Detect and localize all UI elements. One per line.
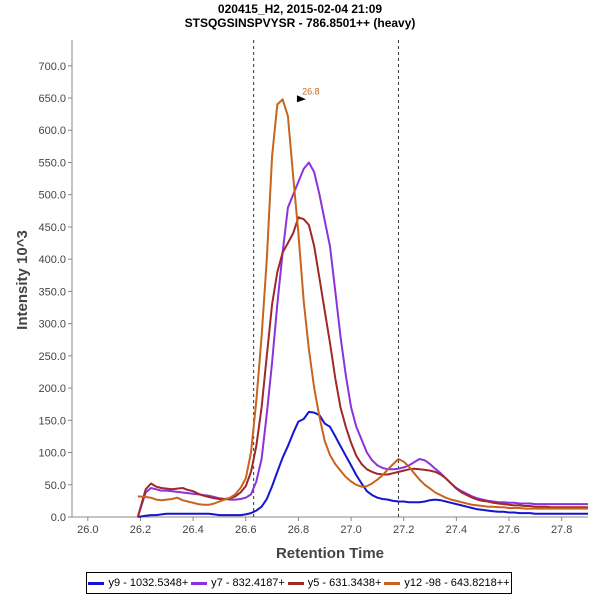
legend-label: y5 - 631.3438+ xyxy=(307,577,382,589)
x-axis: 26.0 26.2 26.4 26.6 26.8 27.0 27.2 27.4 27.6 27.8 xyxy=(77,517,572,536)
y-tick-label: 650.0 xyxy=(38,93,66,105)
x-tick-label: 26.4 xyxy=(182,524,203,536)
y-tick-label: 700.0 xyxy=(38,61,66,73)
chart-subtitle: STSQGSINSPVYSR - 786.8501++ (heavy) xyxy=(185,16,416,30)
series-line-2 xyxy=(136,161,588,518)
y-tick-label: 550.0 xyxy=(38,157,66,169)
x-tick-label: 26.6 xyxy=(235,524,256,536)
peak-marker: 26.8 xyxy=(296,86,320,103)
x-tick-label: 27.4 xyxy=(446,524,467,536)
series-lines xyxy=(136,98,588,518)
series-line-4 xyxy=(137,98,588,510)
y-axis-label: Intensity 10^3 xyxy=(14,230,31,330)
plot-area xyxy=(71,40,588,518)
peak-boundaries xyxy=(253,40,399,517)
legend-swatch xyxy=(191,581,208,585)
x-tick-label: 26.2 xyxy=(130,524,151,536)
legend-swatch xyxy=(287,581,304,585)
legend-label: y9 - 1032.5348+ xyxy=(108,577,189,589)
legend-item: y7 - 832.4187+ xyxy=(191,577,285,589)
legend: y9 - 1032.5348+ y7 - 832.4187+ y5 - 631.34… xyxy=(86,572,512,594)
y-tick-label: 50.0 xyxy=(45,480,66,492)
y-tick-label: 500.0 xyxy=(38,190,66,202)
legend-swatch xyxy=(88,581,105,585)
legend-item: y5 - 631.3438+ xyxy=(287,577,382,589)
x-tick-label: 27.2 xyxy=(393,524,414,536)
legend-label: y12 -98 - 643.8218++ xyxy=(404,577,510,589)
series-line-3 xyxy=(136,216,588,518)
x-tick-label: 26.0 xyxy=(77,524,98,536)
y-tick-label: 400.0 xyxy=(38,254,66,266)
x-tick-label: 27.6 xyxy=(498,524,519,536)
y-tick-label: 150.0 xyxy=(38,415,66,427)
legend-item: y12 -98 - 643.8218++ xyxy=(384,577,510,589)
y-tick-label: 600.0 xyxy=(38,125,66,137)
legend-label: y7 - 832.4187+ xyxy=(211,577,285,589)
y-tick-label: 250.0 xyxy=(38,351,66,363)
x-axis-label: Retention Time xyxy=(276,545,384,562)
peak-arrow-icon xyxy=(296,95,306,103)
x-tick-label: 27.8 xyxy=(551,524,572,536)
y-tick-label: 200.0 xyxy=(38,383,66,395)
y-tick-label: 100.0 xyxy=(38,448,66,460)
peak-label: 26.8 xyxy=(302,86,320,96)
y-tick-label: 0.0 xyxy=(51,512,66,524)
legend-swatch xyxy=(384,581,401,585)
y-axis: 0.0 50.0 100.0 150.0 200.0 250.0 300.0 350.0 400… xyxy=(38,61,72,524)
y-tick-label: 300.0 xyxy=(38,319,66,331)
y-tick-label: 450.0 xyxy=(38,222,66,234)
chart-title: 020415_H2, 2015-02-04 21:09 xyxy=(218,2,382,16)
legend-item: y9 - 1032.5348+ xyxy=(88,577,188,589)
y-tick-label: 350.0 xyxy=(38,286,66,298)
x-tick-label: 26.8 xyxy=(288,524,309,536)
x-tick-label: 27.0 xyxy=(340,524,361,536)
